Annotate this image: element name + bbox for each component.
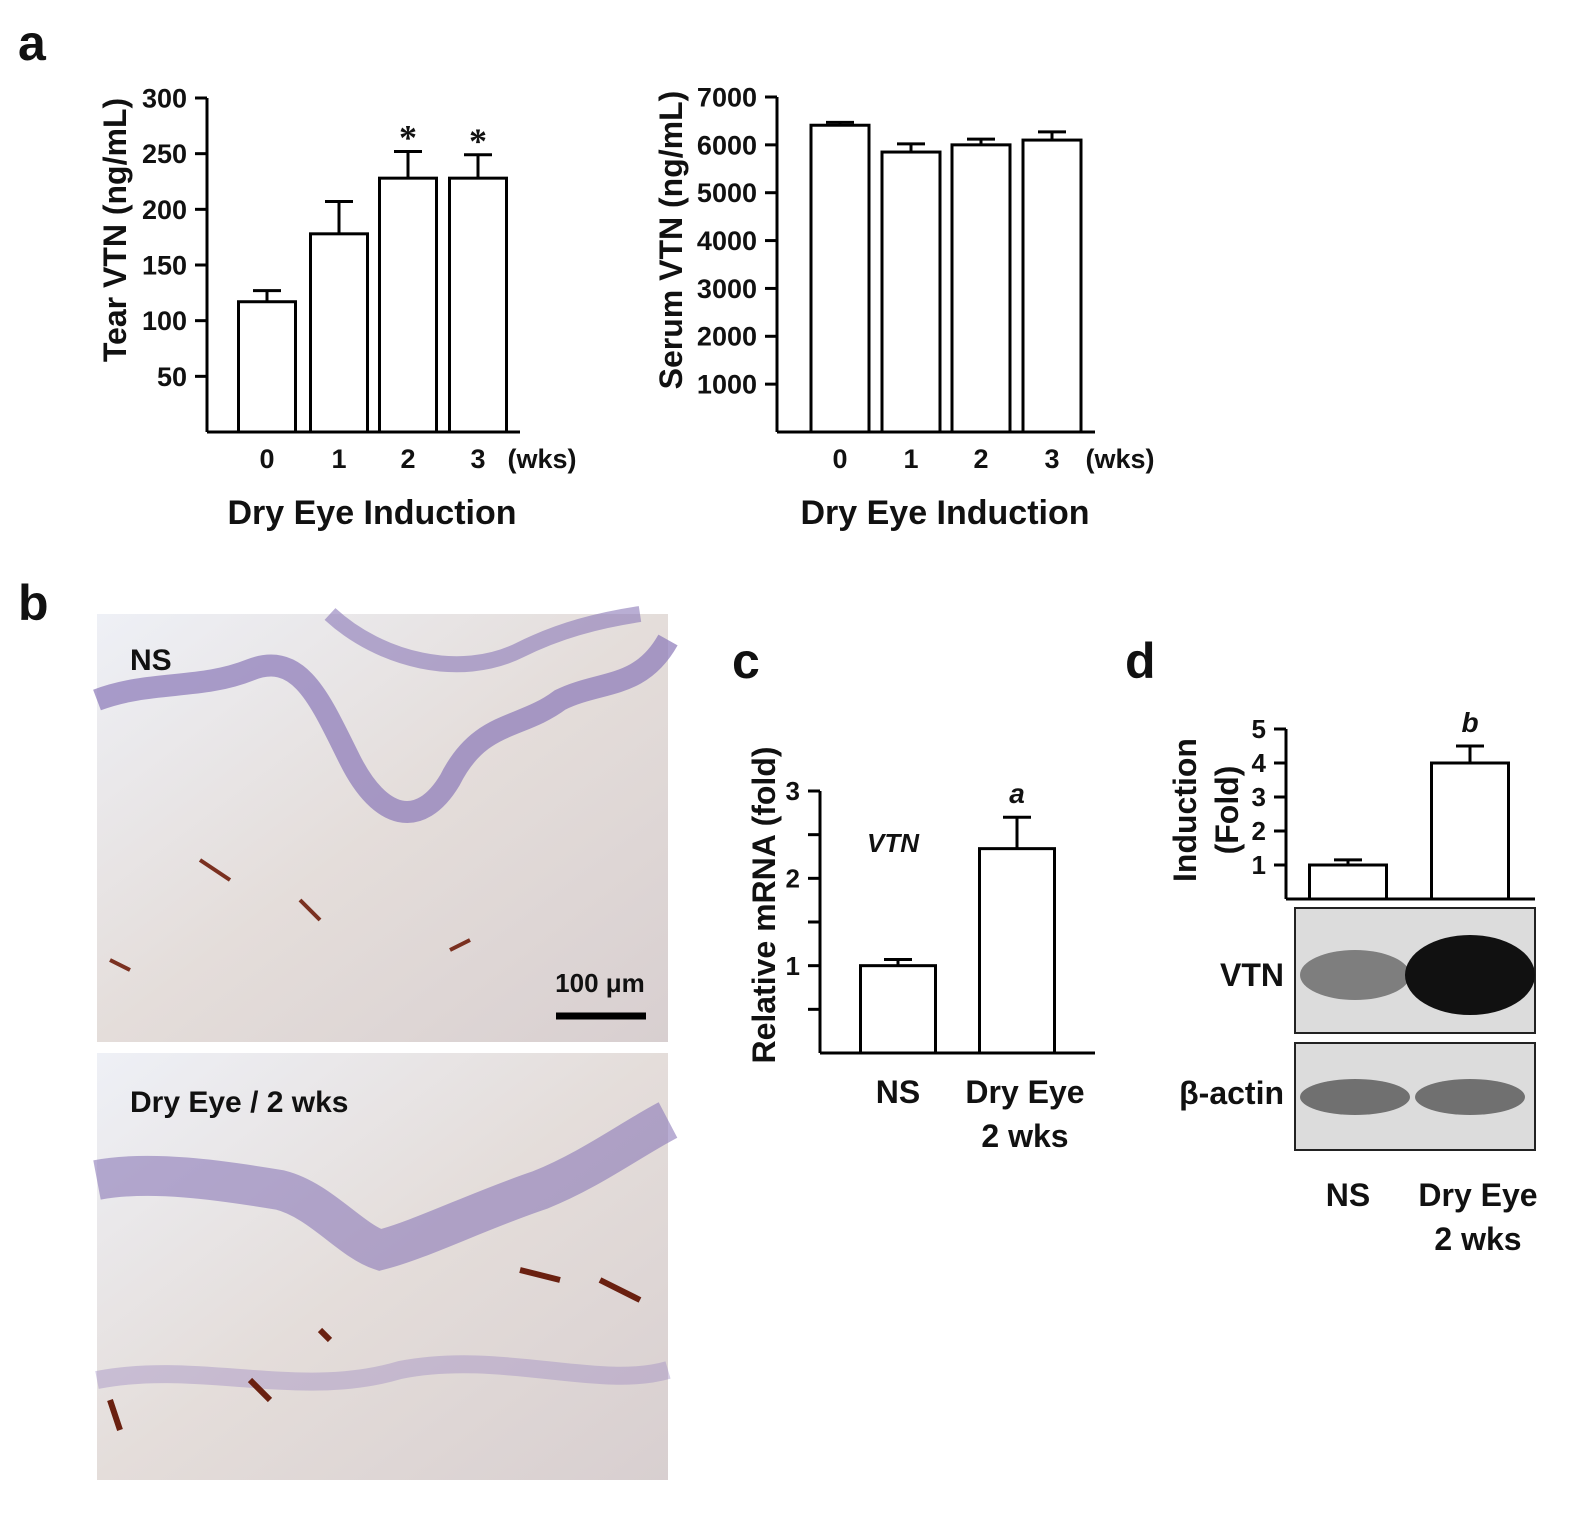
x-tick-label: 2 — [973, 444, 988, 474]
y-axis-label: Tear VTN (ng/mL) — [97, 98, 133, 362]
y-tick-label: 100 — [142, 306, 187, 336]
x-tick-label: 0 — [259, 444, 274, 474]
micrograph-label: NS — [130, 644, 172, 677]
panel-label: b — [18, 575, 49, 631]
bar — [1308, 863, 1388, 901]
significance-marker: b — [1461, 707, 1478, 738]
bar — [378, 176, 438, 434]
x-tick-label: NS — [1326, 1177, 1370, 1213]
x-tick-label: 1 — [331, 444, 346, 474]
y-tick-label: 7000 — [697, 82, 757, 112]
bar — [950, 143, 1012, 434]
bar — [448, 176, 508, 434]
y-tick-label: 5000 — [697, 178, 757, 208]
bar — [309, 232, 369, 434]
x-tick-label: 2 — [400, 444, 415, 474]
x-tick-label: 0 — [832, 444, 847, 474]
y-tick-label: 1 — [1252, 850, 1266, 880]
y-tick-label: 250 — [142, 139, 187, 169]
y-tick-label: 3 — [786, 776, 800, 806]
blot-row-label: VTN — [1220, 957, 1284, 993]
y-axis-label: (Fold) — [1209, 766, 1245, 855]
y-tick-label: 4 — [1252, 748, 1267, 778]
bar — [1021, 138, 1083, 434]
y-tick-label: 3 — [1252, 782, 1266, 812]
y-tick-label: 300 — [142, 83, 187, 113]
significance-marker: a — [1009, 778, 1025, 809]
x-tick-label: 2 wks — [981, 1118, 1068, 1154]
panel-label: d — [1125, 633, 1156, 689]
y-tick-label: 2 — [786, 863, 800, 893]
y-tick-label: 200 — [142, 195, 187, 225]
y-tick-label: 3000 — [697, 274, 757, 304]
x-tick-label: Dry Eye — [965, 1074, 1084, 1110]
bar — [809, 123, 871, 434]
significance-marker: * — [469, 121, 487, 161]
y-axis-label: Serum VTN (ng/mL) — [653, 91, 689, 390]
western-blot — [1294, 907, 1536, 1151]
bar — [880, 150, 942, 434]
bar — [237, 300, 297, 434]
y-tick-label: 1 — [786, 951, 800, 981]
panel-label: c — [732, 633, 760, 689]
bar — [859, 964, 937, 1055]
significance-marker: * — [399, 117, 417, 157]
scale-bar-label: 100 μm — [555, 968, 645, 998]
micrograph-label: Dry Eye / 2 wks — [130, 1086, 348, 1119]
x-axis-label: Dry Eye Induction — [227, 494, 516, 532]
y-tick-label: 4000 — [697, 226, 757, 256]
y-tick-label: 5 — [1252, 714, 1266, 744]
panel-label: a — [18, 15, 47, 71]
y-tick-label: 1000 — [697, 370, 757, 400]
y-axis-label: Relative mRNA (fold) — [746, 746, 782, 1063]
y-tick-label: 2000 — [697, 322, 757, 352]
bar — [1430, 761, 1510, 901]
x-tick-label: NS — [876, 1074, 920, 1110]
x-unit-label: (wks) — [507, 444, 576, 474]
y-tick-label: 50 — [157, 362, 187, 392]
y-tick-label: 6000 — [697, 130, 757, 160]
y-axis-label: Induction — [1167, 738, 1203, 882]
blot-row-label: β-actin — [1179, 1075, 1284, 1111]
annotation: VTN — [867, 828, 920, 858]
y-tick-label: 2 — [1252, 816, 1266, 846]
micrograph: NS 100 μm — [93, 606, 678, 1042]
x-tick-label: 3 — [1044, 444, 1059, 474]
x-axis-label: Dry Eye Induction — [800, 494, 1089, 532]
micrograph: Dry Eye / 2 wks — [93, 1053, 678, 1480]
x-tick-label: 3 — [470, 444, 485, 474]
y-tick-label: 150 — [142, 250, 187, 280]
bar — [978, 847, 1056, 1055]
x-tick-label: 2 wks — [1434, 1221, 1521, 1257]
x-tick-label: 1 — [903, 444, 918, 474]
x-unit-label: (wks) — [1085, 444, 1154, 474]
x-tick-label: Dry Eye — [1418, 1177, 1537, 1213]
